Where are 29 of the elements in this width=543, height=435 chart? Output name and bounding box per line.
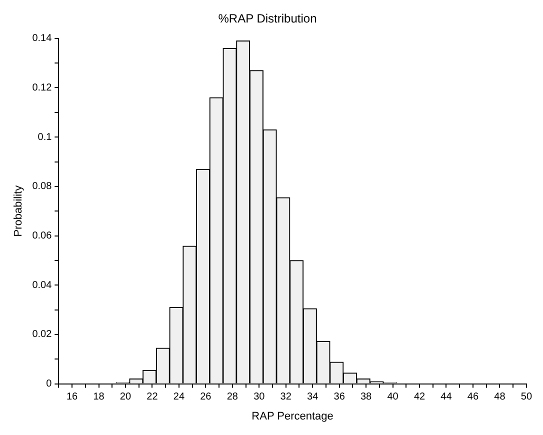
- x-tick-label: 36: [334, 392, 346, 403]
- x-tick-label: 48: [494, 392, 506, 403]
- x-tick-label: 44: [440, 392, 452, 403]
- x-tick-label: 40: [387, 392, 399, 403]
- x-tick-label: 34: [307, 392, 319, 403]
- x-tick-label: 50: [520, 392, 532, 403]
- y-tick-label: 0.12: [32, 82, 52, 94]
- x-tick-label: 20: [120, 392, 132, 403]
- y-tick-label: 0.14: [32, 33, 52, 44]
- x-tick-label: 18: [93, 392, 105, 403]
- x-tick-label: 22: [146, 392, 158, 403]
- x-tick-label: 38: [360, 392, 372, 403]
- x-axis-title: RAP Percentage: [252, 410, 334, 422]
- y-tick-label: 0: [46, 378, 52, 390]
- y-tick-label: 0.06: [32, 230, 52, 242]
- x-tick-label: 30: [254, 392, 266, 403]
- x-tick-label: 46: [467, 392, 479, 403]
- x-tick-label: 16: [66, 392, 78, 403]
- y-tick-label: 0.1: [38, 132, 52, 143]
- y-axis-title: Probability: [12, 184, 25, 237]
- y-tick-label: 0.04: [32, 280, 52, 291]
- y-tick-label: 0.02: [32, 329, 52, 340]
- x-tick-label: 24: [173, 392, 185, 403]
- x-tick-label: 42: [414, 392, 426, 403]
- x-tick-label: 32: [280, 392, 292, 403]
- chart-title: %RAP Distribution: [218, 12, 317, 26]
- x-tick-label: 28: [226, 392, 238, 403]
- x-tick-label: 26: [200, 392, 212, 403]
- y-tick-label: 0.08: [32, 181, 52, 192]
